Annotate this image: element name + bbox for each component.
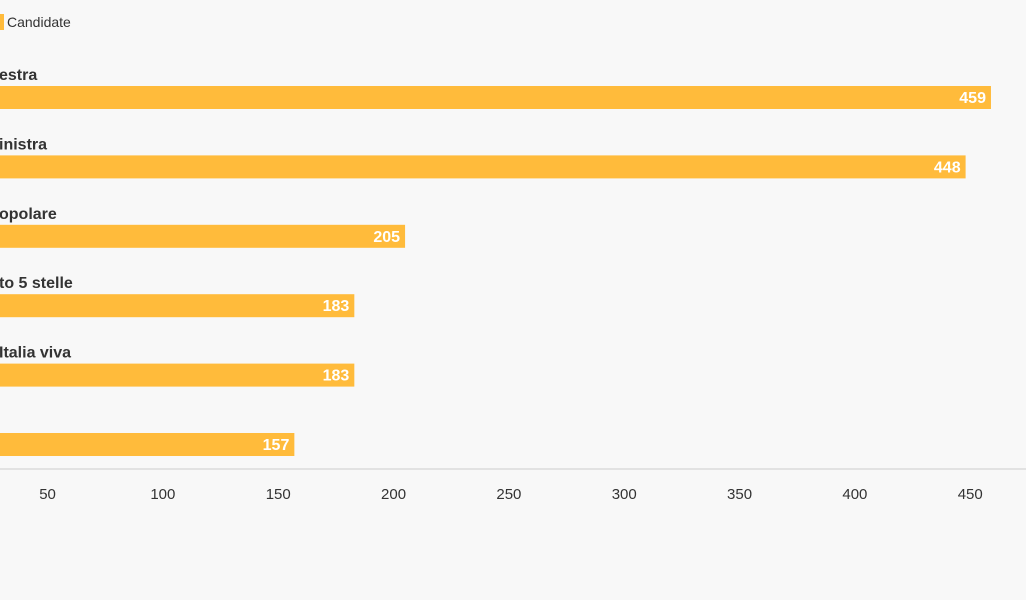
bars-group: estra 459 inistra 448 opolare 205 to 5 stelle 1…: [0, 67, 991, 456]
bar-value-label: 205: [373, 229, 400, 246]
legend-label: Candidate: [7, 14, 71, 30]
bar-value-label: 183: [323, 368, 350, 385]
bar-value-label: 448: [934, 159, 961, 176]
x-axis-ticks: 50 100 150 200 250 300 350 400 450: [39, 486, 983, 503]
x-tick-label: 400: [842, 486, 867, 503]
x-tick-label: 150: [266, 486, 291, 503]
x-tick-label: 250: [496, 486, 521, 503]
category-label: opolare: [0, 206, 57, 223]
bar-value-label: 183: [323, 298, 350, 315]
x-tick-label: 450: [958, 486, 983, 503]
category-label: inistra: [0, 136, 47, 153]
legend: Candidate: [0, 14, 71, 30]
category-label: Italia viva: [0, 345, 71, 362]
x-tick-label: 100: [150, 486, 175, 503]
category-label: to 5 stelle: [0, 275, 73, 292]
x-tick-label: 350: [727, 486, 752, 503]
bar: [0, 363, 355, 387]
category-label: estra: [0, 67, 37, 84]
bar: [0, 224, 406, 248]
x-tick-label: 50: [39, 486, 56, 503]
x-tick-label: 300: [612, 486, 637, 503]
bar: [0, 155, 966, 179]
x-tick-label: 200: [381, 486, 406, 503]
legend-swatch: [0, 14, 4, 30]
bar-value-label: 459: [959, 90, 986, 107]
bar-value-label: 157: [263, 437, 290, 454]
bar: [0, 86, 991, 109]
bar: [0, 433, 295, 456]
bar: [0, 294, 355, 318]
